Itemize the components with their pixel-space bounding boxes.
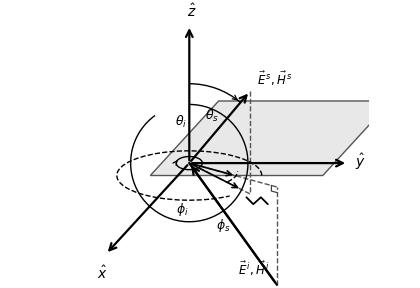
Text: $\vec{E}^{\,s}, \vec{H}^{\,s}$: $\vec{E}^{\,s}, \vec{H}^{\,s}$ [257,70,293,88]
Text: $\hat{z}$: $\hat{z}$ [187,2,197,20]
Text: $\hat{x}$: $\hat{x}$ [97,265,108,282]
Text: $\hat{y}$: $\hat{y}$ [355,151,366,172]
Text: $\theta_i$: $\theta_i$ [175,114,187,130]
Polygon shape [150,101,391,175]
Text: $\theta_s$: $\theta_s$ [205,108,219,124]
Text: $\phi_s$: $\phi_s$ [216,217,231,234]
Text: $\vec{E}^{\,i}, \vec{H}^{\,i}$: $\vec{E}^{\,i}, \vec{H}^{\,i}$ [238,260,270,278]
Text: $\phi_i$: $\phi_i$ [176,201,189,218]
